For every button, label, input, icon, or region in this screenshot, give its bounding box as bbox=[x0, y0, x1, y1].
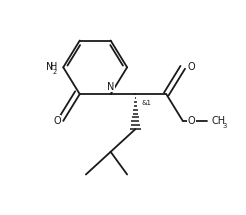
Text: CH: CH bbox=[212, 116, 226, 126]
Text: O: O bbox=[53, 116, 61, 126]
Text: 2: 2 bbox=[52, 69, 57, 75]
Text: O: O bbox=[188, 62, 196, 72]
Text: &1: &1 bbox=[141, 100, 152, 106]
Text: 3: 3 bbox=[223, 123, 227, 129]
Text: H: H bbox=[50, 62, 57, 72]
Text: O: O bbox=[188, 116, 196, 126]
Text: N: N bbox=[107, 82, 114, 92]
Text: N: N bbox=[46, 62, 53, 72]
